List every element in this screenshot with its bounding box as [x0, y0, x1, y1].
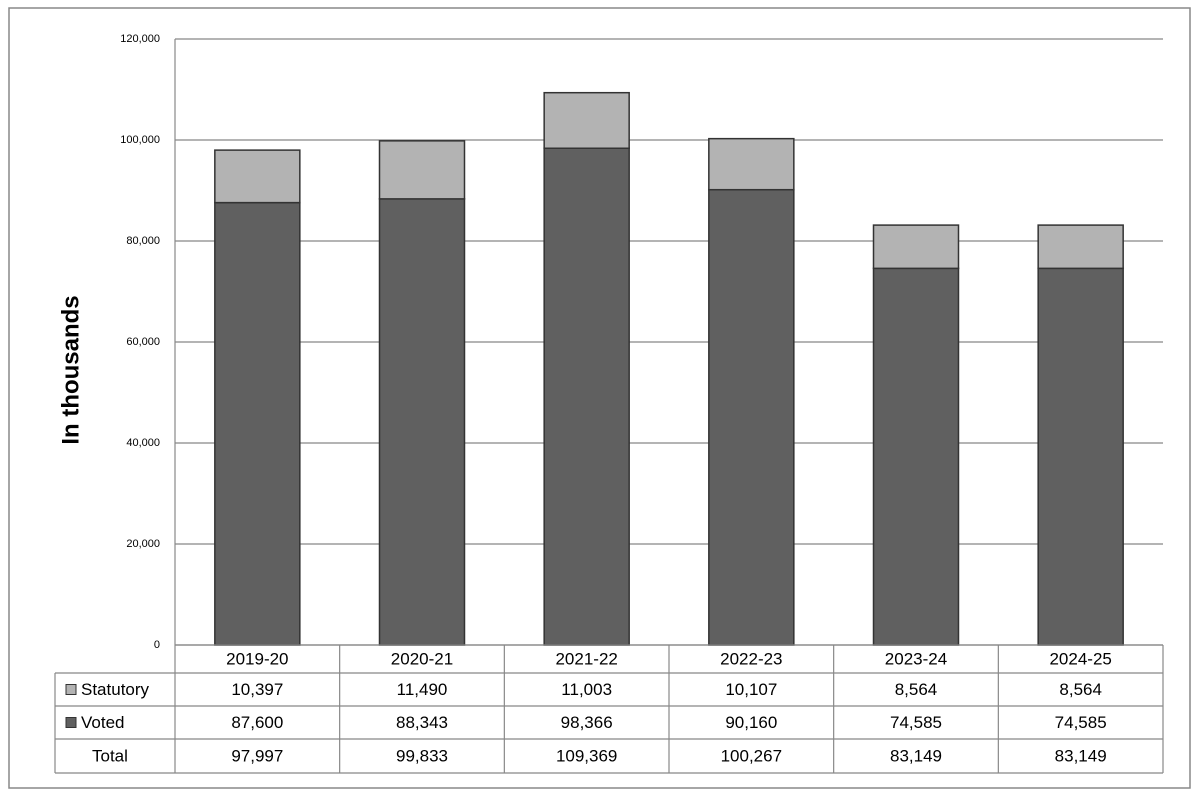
bar-segment	[378, 198, 466, 646]
table-value: 10,107	[725, 680, 777, 699]
table-value: 74,585	[890, 713, 942, 732]
x-tick-label: 2020-21	[391, 649, 453, 668]
legend-label: Voted	[81, 713, 125, 732]
legend-swatch	[65, 717, 77, 728]
table-value: 74,585	[1055, 713, 1107, 732]
bar-segment	[1037, 224, 1124, 270]
legend-swatch	[65, 684, 77, 695]
table-total: 99,833	[396, 746, 448, 765]
bar-segment	[708, 137, 795, 191]
y-tick-label: 80,000	[126, 235, 160, 247]
bar-segment	[214, 201, 301, 646]
table-total: 83,149	[890, 746, 942, 765]
bar-segment	[543, 147, 630, 646]
bar-segment	[872, 267, 960, 646]
y-tick-label: 0	[154, 639, 160, 651]
table-value: 11,003	[561, 680, 612, 699]
x-tick-label: 2024-25	[1049, 649, 1111, 668]
table-total: 97,997	[231, 746, 283, 765]
y-tick-label: 120,000	[120, 33, 160, 45]
table-value: 8,564	[895, 680, 938, 699]
table-total: 83,149	[1055, 746, 1107, 765]
table-value: 10,397	[231, 680, 283, 699]
bar-segment	[378, 140, 466, 200]
table-total: 109,369	[556, 746, 617, 765]
table-value: 90,160	[725, 713, 777, 732]
y-tick-label: 60,000	[126, 336, 160, 348]
table-value: 87,600	[231, 713, 283, 732]
table-total: 100,267	[721, 746, 782, 765]
y-axis-title: In thousands	[57, 295, 84, 444]
y-tick-label: 40,000	[126, 437, 160, 449]
table-value: 98,366	[561, 713, 613, 732]
bar-segment	[872, 224, 960, 270]
x-tick-label: 2019-20	[226, 649, 288, 668]
bar-segment	[543, 91, 630, 150]
x-tick-label: 2023-24	[885, 649, 947, 668]
total-label: Total	[92, 746, 128, 765]
y-tick-label: 100,000	[120, 134, 160, 146]
y-tick-label: 20,000	[126, 538, 160, 550]
table-value: 11,490	[397, 680, 448, 699]
bar-segment	[214, 149, 301, 204]
legend-label: Statutory	[81, 680, 150, 699]
table-value: 8,564	[1059, 680, 1102, 699]
bar-segment	[708, 188, 795, 646]
bar-segment	[1037, 267, 1124, 646]
table-value: 88,343	[396, 713, 448, 732]
x-tick-label: 2021-22	[555, 649, 617, 668]
x-tick-label: 2022-23	[720, 649, 782, 668]
